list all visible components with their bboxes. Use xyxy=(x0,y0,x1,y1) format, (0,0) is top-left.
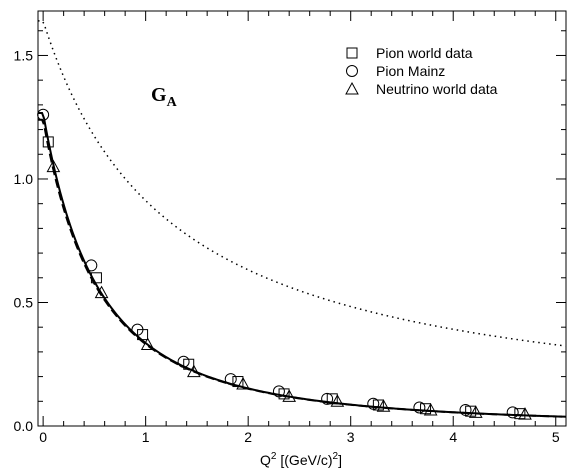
circle-data-point xyxy=(321,392,334,405)
y-tick-label: 0.0 xyxy=(14,418,34,434)
triangle-data-point xyxy=(140,337,155,350)
circle-data-point xyxy=(459,403,472,416)
circle-data-point xyxy=(272,385,285,398)
triangle-data-point xyxy=(468,405,483,418)
y-tick-label: 0.5 xyxy=(14,294,34,310)
circle-data-point xyxy=(177,355,190,368)
legend-label: Neutrino world data xyxy=(376,81,498,97)
legend-square-marker xyxy=(346,47,358,59)
triangle-data-point xyxy=(423,402,438,416)
x-tick-label: 4 xyxy=(449,429,457,445)
solid-fit-curve xyxy=(38,112,567,418)
circle-data-point xyxy=(224,373,237,386)
ga-annotation-sub: A xyxy=(167,95,178,110)
circle-data-point xyxy=(131,323,144,336)
triangle-data-point xyxy=(282,389,297,402)
legend-label: Pion world data xyxy=(376,45,473,61)
fit-curves xyxy=(38,20,567,418)
dotted-fit-curve xyxy=(38,20,567,347)
circle-data-point xyxy=(85,259,98,272)
x-tick-label: 3 xyxy=(347,429,355,445)
circle-data-point xyxy=(413,401,426,414)
triangle-data-point xyxy=(518,407,532,420)
circle-data-point xyxy=(37,108,50,121)
triangle-data-point xyxy=(330,394,345,407)
y-tick-label: 1.5 xyxy=(14,47,34,63)
x-axis-title-rest: [(GeV/c) xyxy=(276,452,332,468)
x-axis-title-main: Q xyxy=(260,452,271,468)
triangle-data-point xyxy=(236,376,250,390)
circle-data-point xyxy=(367,397,380,410)
x-tick-label: 2 xyxy=(244,429,252,445)
legend-circle-marker xyxy=(346,65,358,77)
triangle-data-point xyxy=(186,364,201,378)
y-tick-label: 1.0 xyxy=(14,171,34,187)
x-axis-title-end: ] xyxy=(338,452,342,468)
data-markers xyxy=(37,108,532,420)
x-axis-title: Q2 [(GeV/c)2] xyxy=(260,451,342,468)
x-tick-label: 1 xyxy=(142,429,150,445)
triangle-data-point xyxy=(46,159,61,173)
x-tick-label: 5 xyxy=(552,429,560,445)
square-data-point xyxy=(90,272,102,284)
dashed-fit-curve xyxy=(38,118,567,418)
legend: Pion world data Pion Mainz Neutrino world … xyxy=(345,45,498,97)
x-axis-title-sup1: 2 xyxy=(271,451,277,462)
plot-frame xyxy=(37,10,567,427)
triangle-data-point xyxy=(94,285,109,299)
legend-triangle-marker xyxy=(345,81,359,95)
ticks xyxy=(38,11,566,427)
square-data-point xyxy=(42,136,54,148)
ga-annotation-main: G xyxy=(151,84,167,106)
circle-data-point xyxy=(506,406,519,419)
ga-annotation: GA xyxy=(151,84,178,110)
x-tick-label: 0 xyxy=(39,429,47,445)
triangle-data-point xyxy=(376,399,391,412)
tick-labels: 0 1 2 3 4 5 0.0 0.5 1.0 1.5 xyxy=(14,47,560,445)
legend-label: Pion Mainz xyxy=(376,63,445,79)
x-axis-title-sup2: 2 xyxy=(333,451,339,462)
